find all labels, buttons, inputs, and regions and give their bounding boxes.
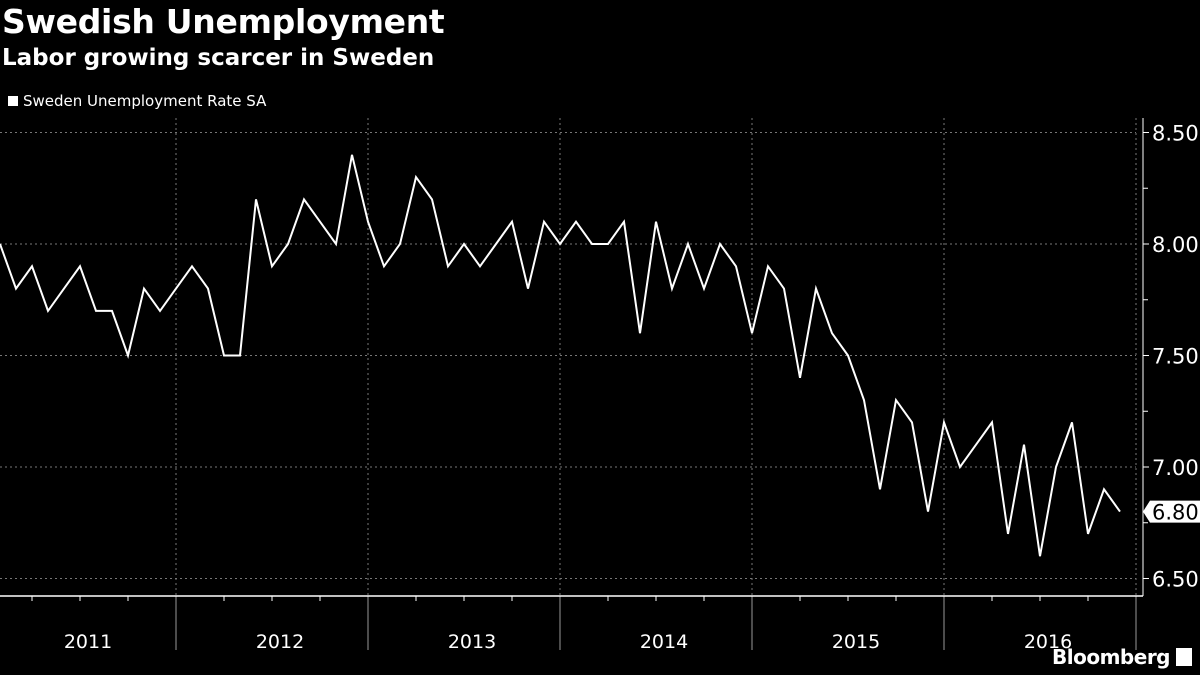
chart-title: Swedish Unemployment <box>2 2 445 41</box>
last-value-badge <box>1143 500 1200 523</box>
x-tick-label: 2014 <box>640 631 688 653</box>
legend-label: Sweden Unemployment Rate SA <box>23 92 267 110</box>
x-tick-label: 2016 <box>1024 631 1072 653</box>
y-tick-label: 8.50 <box>1152 122 1199 146</box>
x-tick-label: 2015 <box>832 631 880 653</box>
x-tick-label: 2013 <box>448 631 496 653</box>
x-tick-label: 2011 <box>64 631 112 653</box>
chart-subtitle: Labor growing scarcer in Sweden <box>2 45 435 71</box>
brand-text: Bloomberg <box>1052 645 1170 669</box>
y-tick-label: 7.50 <box>1152 345 1199 369</box>
x-tick-label: 2012 <box>256 631 304 653</box>
legend: Sweden Unemployment Rate SA <box>8 92 266 110</box>
y-tick-label: 6.50 <box>1152 568 1199 592</box>
legend-swatch <box>8 96 18 106</box>
last-value-label: 6.80 <box>1152 501 1199 525</box>
y-tick-label: 7.00 <box>1152 456 1199 480</box>
y-tick-label: 8.00 <box>1152 233 1199 257</box>
bloomberg-logo: Bloomberg <box>1052 645 1192 669</box>
bloomberg-icon <box>1176 648 1192 666</box>
